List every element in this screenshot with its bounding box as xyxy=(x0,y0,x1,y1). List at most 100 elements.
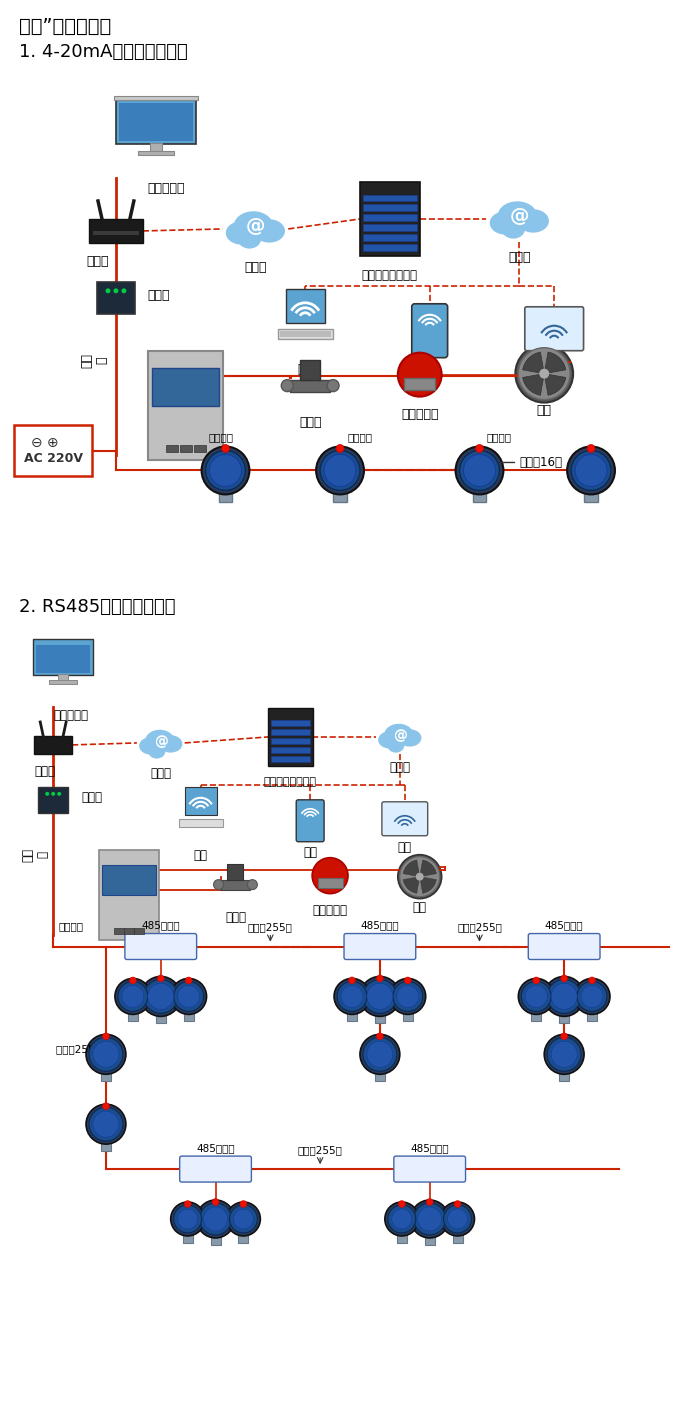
Text: 通讯
线: 通讯 线 xyxy=(80,353,108,369)
Bar xyxy=(220,879,251,889)
Ellipse shape xyxy=(491,212,520,234)
Circle shape xyxy=(312,858,348,893)
Bar xyxy=(363,245,416,252)
Ellipse shape xyxy=(254,219,284,242)
Circle shape xyxy=(86,1034,126,1075)
Text: 通讯
线: 通讯 线 xyxy=(21,847,49,861)
Bar xyxy=(363,235,416,242)
Circle shape xyxy=(581,985,603,1007)
Circle shape xyxy=(336,445,344,453)
Text: AC 220V: AC 220V xyxy=(24,452,83,464)
Circle shape xyxy=(230,1204,258,1233)
Text: 485中继器: 485中继器 xyxy=(141,920,180,930)
Bar xyxy=(300,360,320,380)
Circle shape xyxy=(463,454,496,487)
Circle shape xyxy=(551,983,577,1009)
Circle shape xyxy=(337,982,367,1012)
Bar xyxy=(587,1010,597,1021)
Circle shape xyxy=(57,792,61,796)
Circle shape xyxy=(547,1037,581,1071)
Bar xyxy=(347,1010,357,1021)
Text: 485中继器: 485中继器 xyxy=(360,920,399,930)
Circle shape xyxy=(367,983,393,1009)
FancyBboxPatch shape xyxy=(344,934,416,960)
Circle shape xyxy=(522,982,551,1012)
Circle shape xyxy=(93,1041,119,1068)
Bar xyxy=(473,488,486,502)
Bar xyxy=(134,927,143,934)
Text: 路由器: 路由器 xyxy=(87,255,109,267)
Wedge shape xyxy=(544,374,566,395)
Text: 安帕尔网络服务器: 安帕尔网络服务器 xyxy=(362,269,418,281)
Circle shape xyxy=(392,1209,412,1228)
Text: 路由器: 路由器 xyxy=(35,765,56,778)
Circle shape xyxy=(397,985,419,1007)
Circle shape xyxy=(227,1202,260,1235)
Bar xyxy=(36,646,90,673)
Bar xyxy=(375,1013,385,1023)
Circle shape xyxy=(51,792,55,796)
Circle shape xyxy=(174,1204,202,1233)
Text: 电脑: 电脑 xyxy=(298,363,313,376)
Bar xyxy=(101,1071,111,1081)
Text: 485中继器: 485中继器 xyxy=(545,920,584,930)
Text: 可连接16个: 可连接16个 xyxy=(519,456,562,469)
Text: 单机版电脑: 单机版电脑 xyxy=(147,182,185,196)
FancyBboxPatch shape xyxy=(394,1157,466,1182)
Text: 单机版电脑: 单机版电脑 xyxy=(54,709,89,722)
Circle shape xyxy=(393,982,423,1012)
Circle shape xyxy=(388,1204,416,1233)
Circle shape xyxy=(184,1200,191,1207)
Bar xyxy=(286,288,325,322)
Circle shape xyxy=(567,446,615,494)
Bar xyxy=(88,219,144,243)
Circle shape xyxy=(544,1034,584,1075)
FancyBboxPatch shape xyxy=(528,934,600,960)
Circle shape xyxy=(398,353,442,397)
Bar xyxy=(38,787,68,813)
Bar xyxy=(148,350,223,460)
Bar xyxy=(49,680,77,684)
Circle shape xyxy=(316,446,364,494)
Circle shape xyxy=(115,978,150,1014)
Text: 手机: 手机 xyxy=(422,360,438,374)
Text: ⊖ ⊕: ⊖ ⊕ xyxy=(32,436,59,449)
Text: 电磁阀: 电磁阀 xyxy=(225,910,246,923)
Circle shape xyxy=(577,982,607,1012)
Text: @: @ xyxy=(154,734,168,749)
Text: 手机: 手机 xyxy=(303,846,317,858)
Circle shape xyxy=(440,1202,475,1235)
Circle shape xyxy=(561,975,568,982)
Circle shape xyxy=(460,450,499,491)
Text: 可连接255台: 可连接255台 xyxy=(298,1145,342,1155)
Ellipse shape xyxy=(160,736,182,751)
Circle shape xyxy=(144,979,178,1013)
Circle shape xyxy=(212,1199,219,1206)
Circle shape xyxy=(148,983,174,1009)
Bar xyxy=(531,1010,541,1021)
Wedge shape xyxy=(523,374,544,395)
Text: 互联网: 互联网 xyxy=(150,767,172,779)
Bar xyxy=(97,281,135,314)
Circle shape xyxy=(324,454,356,487)
Circle shape xyxy=(575,454,607,487)
Circle shape xyxy=(122,985,144,1007)
Text: @: @ xyxy=(246,218,265,236)
Text: 信号输出: 信号输出 xyxy=(208,432,233,443)
Ellipse shape xyxy=(379,732,401,749)
Text: 2. RS485信号连接系统图: 2. RS485信号连接系统图 xyxy=(20,598,176,616)
Bar xyxy=(271,756,309,761)
Circle shape xyxy=(398,1200,405,1207)
Wedge shape xyxy=(523,352,544,374)
Bar xyxy=(363,204,416,211)
Bar xyxy=(14,425,92,477)
Text: @: @ xyxy=(510,207,529,227)
Bar xyxy=(211,1234,220,1245)
Text: 互联网: 互联网 xyxy=(244,260,267,274)
Ellipse shape xyxy=(388,737,404,751)
Circle shape xyxy=(349,976,356,983)
Wedge shape xyxy=(403,877,420,893)
Bar xyxy=(102,865,156,895)
Bar xyxy=(453,1233,463,1242)
Bar xyxy=(119,103,192,141)
